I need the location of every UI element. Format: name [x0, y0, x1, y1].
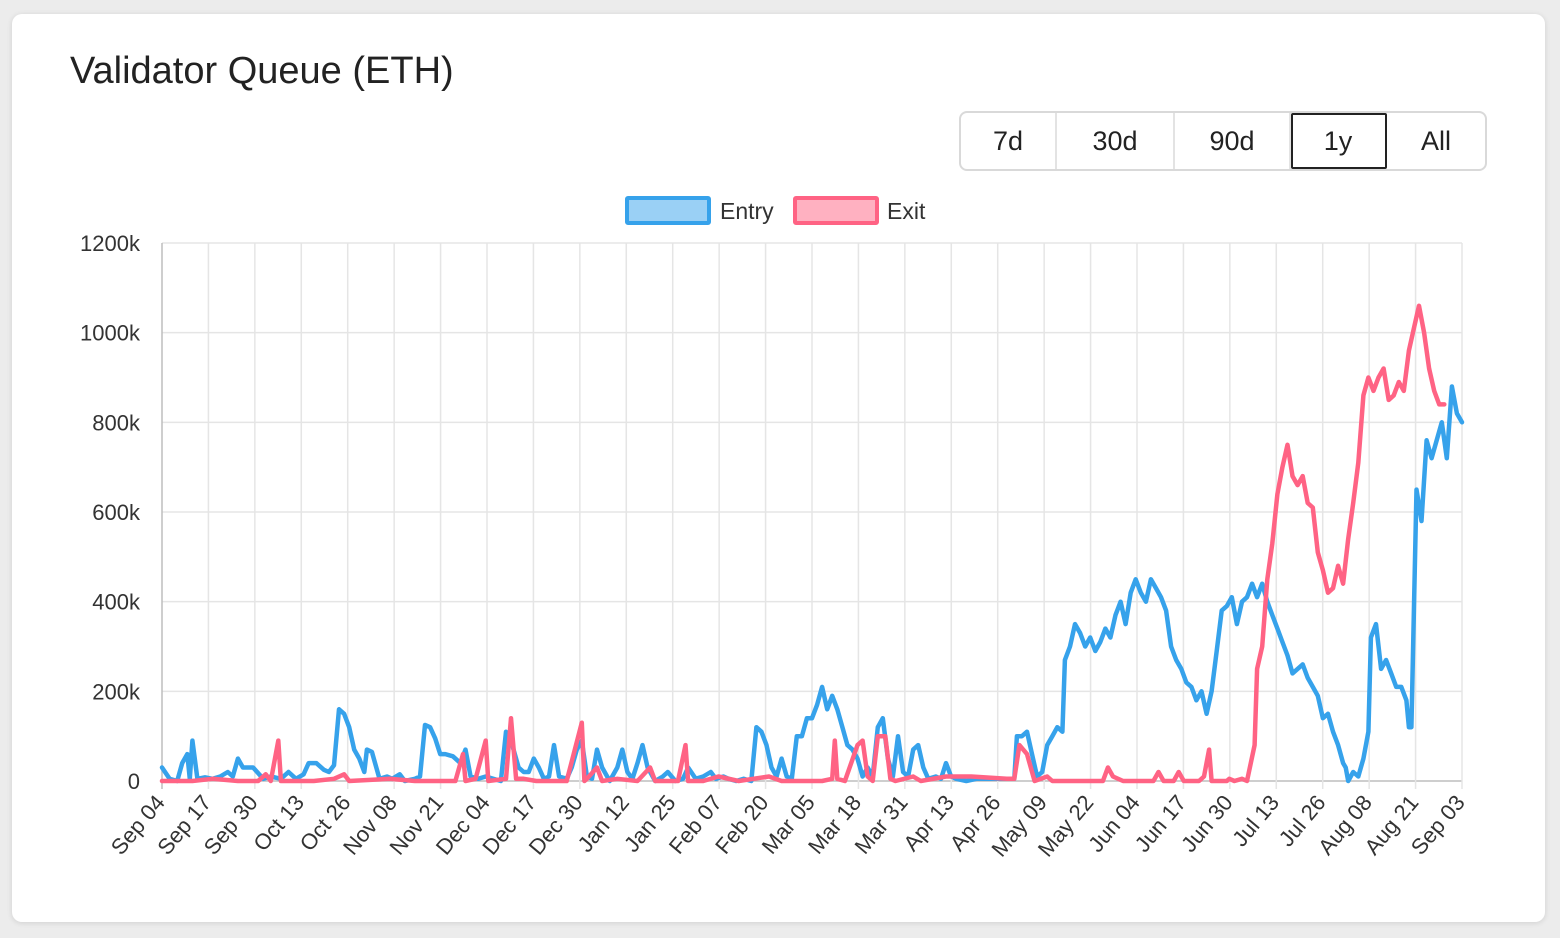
y-tick-label: 800k — [92, 410, 141, 435]
range-button-7d[interactable]: 7d — [961, 113, 1057, 169]
y-tick-label: 600k — [92, 500, 141, 525]
range-button-90d[interactable]: 90d — [1175, 113, 1291, 169]
y-tick-label: 400k — [92, 590, 141, 615]
legend-exit-label[interactable]: Exit — [887, 198, 926, 224]
x-tick-label: Oct 13 — [248, 790, 309, 856]
y-tick-label: 0 — [128, 769, 140, 794]
range-button-1y[interactable]: 1y — [1291, 113, 1387, 169]
y-tick-label: 200k — [92, 679, 141, 704]
chart-series — [159, 303, 1465, 784]
x-tick-label: Apr 13 — [898, 790, 959, 856]
x-tick-label: Jun 30 — [1176, 790, 1238, 857]
time-range-selector: 7d 30d 90d 1y All — [959, 111, 1487, 171]
y-tick-label: 1000k — [80, 321, 141, 346]
y-axis: 0 200k 400k 600k 800k 1000k 1200k — [80, 231, 141, 794]
chart-legend: Entry Exit — [625, 196, 926, 225]
card-title: Validator Queue (ETH) — [70, 50, 454, 92]
legend-exit-swatch[interactable] — [793, 196, 879, 225]
range-button-all[interactable]: All — [1387, 113, 1485, 169]
x-tick-label: Jul 13 — [1227, 790, 1284, 851]
legend-entry-label[interactable]: Entry — [720, 198, 774, 224]
range-button-30d[interactable]: 30d — [1057, 113, 1175, 169]
series-line-exit[interactable] — [159, 303, 1447, 784]
legend-entry-swatch[interactable] — [625, 196, 711, 225]
y-tick-label: 1200k — [80, 231, 141, 256]
chart-grid — [161, 242, 1463, 789]
